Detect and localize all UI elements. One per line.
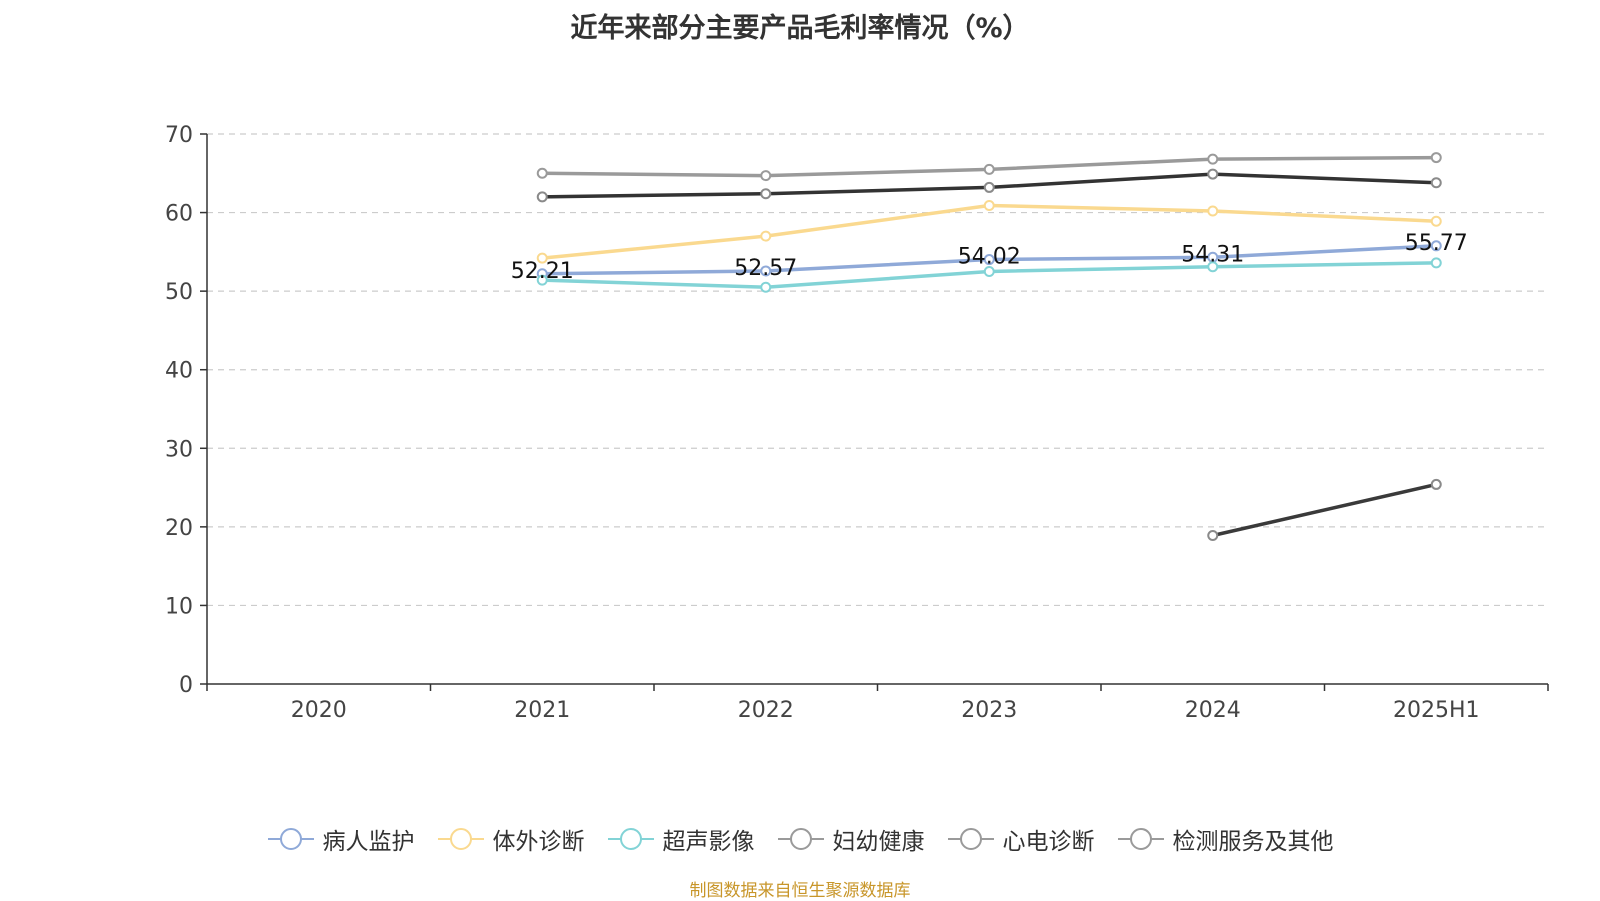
legend-item[interactable]: 妇幼健康	[777, 822, 925, 856]
legend-item[interactable]: 病人监护	[267, 822, 415, 856]
data-point	[1207, 153, 1219, 165]
data-point	[760, 265, 772, 277]
x-tick-label: 2023	[961, 698, 1017, 723]
chart-title: 近年来部分主要产品毛利率情况（%）	[570, 13, 1030, 44]
data-point	[536, 274, 548, 286]
data-point	[1207, 168, 1219, 180]
line-chart: 0 10 20 30 40 50 60 70 2020 2021 2022 2023 2024 2025H…	[165, 123, 1549, 723]
data-label: 54.31	[1181, 242, 1244, 267]
x-tick-label: 2020	[291, 698, 347, 723]
series-1	[536, 200, 1442, 264]
legend-item[interactable]: 检测服务及其他	[1117, 822, 1334, 856]
legend-item[interactable]: 超声影像	[607, 822, 755, 856]
data-point	[983, 200, 995, 211]
series-layer	[536, 152, 1442, 541]
series-3	[536, 152, 1442, 182]
source-note: 制图数据来自恒生聚源数据库	[689, 881, 911, 901]
legend-label: 检测服务及其他	[1172, 829, 1334, 855]
y-tick-label: 30	[165, 437, 193, 462]
series-0	[536, 240, 1442, 280]
legend-marker-icon	[607, 828, 654, 850]
data-point	[983, 254, 995, 266]
data-point	[1207, 530, 1219, 541]
series-5	[1207, 478, 1442, 541]
data-point	[1207, 205, 1219, 217]
data-point	[1430, 215, 1442, 227]
y-tick-label: 10	[165, 594, 193, 619]
legend-label: 心电诊断	[1002, 829, 1095, 855]
y-tick-label: 20	[165, 516, 193, 541]
data-label: 55.77	[1405, 231, 1468, 256]
series-line	[1211, 482, 1438, 538]
legend-marker-icon	[267, 828, 314, 850]
data-point	[983, 181, 995, 193]
y-tick-label: 50	[165, 280, 193, 305]
data-point	[1430, 257, 1442, 269]
y-tick-label: 40	[165, 359, 193, 384]
data-point	[1430, 177, 1442, 189]
data-point	[1430, 152, 1442, 164]
y-tick-label: 60	[165, 202, 193, 227]
data-label: 54.02	[958, 245, 1021, 270]
x-tick-label: 2022	[738, 698, 794, 723]
legend-marker-icon	[437, 828, 484, 850]
data-point	[1430, 240, 1442, 252]
x-tick-label: 2024	[1185, 698, 1241, 723]
data-point	[983, 163, 995, 175]
legend-label: 超声影像	[662, 829, 755, 855]
data-point	[536, 252, 548, 264]
legend-marker-icon	[1117, 828, 1164, 850]
data-label-layer: 52.21 52.57 54.02 54.31 55.77	[511, 231, 1468, 284]
data-label: 52.57	[734, 256, 797, 281]
axis-layer: 0 10 20 30 40 50 60 70 2020 2021 2022 2023 2024 2025H…	[165, 123, 1549, 723]
data-point	[983, 266, 995, 277]
series-2	[536, 257, 1442, 293]
data-point	[1207, 261, 1219, 273]
grid-layer	[207, 133, 1548, 607]
legend-label: 体外诊断	[492, 829, 585, 855]
data-point	[536, 167, 548, 179]
x-tick-label: 2021	[514, 698, 570, 723]
y-tick-label: 0	[179, 673, 193, 698]
legend-item[interactable]: 心电诊断	[947, 822, 1095, 856]
series-4	[536, 168, 1442, 203]
legend-label: 妇幼健康	[832, 829, 925, 855]
legend-marker-icon	[947, 828, 994, 850]
data-point	[760, 230, 772, 242]
data-label: 52.21	[511, 259, 574, 284]
legend-marker-icon	[777, 828, 824, 850]
legend-item[interactable]: 体外诊断	[437, 822, 585, 856]
x-tick-label: 2025H1	[1393, 698, 1480, 723]
data-point	[760, 281, 772, 293]
data-point	[760, 170, 772, 182]
legend-label: 病人监护	[322, 829, 415, 855]
data-point	[760, 188, 772, 200]
legend: 病人监护 体外诊断 超声影像 妇幼健康 心电诊断 检测服务及其他	[0, 822, 1600, 856]
y-tick-label: 70	[165, 123, 193, 148]
data-point	[1430, 478, 1442, 490]
data-point	[536, 191, 548, 203]
